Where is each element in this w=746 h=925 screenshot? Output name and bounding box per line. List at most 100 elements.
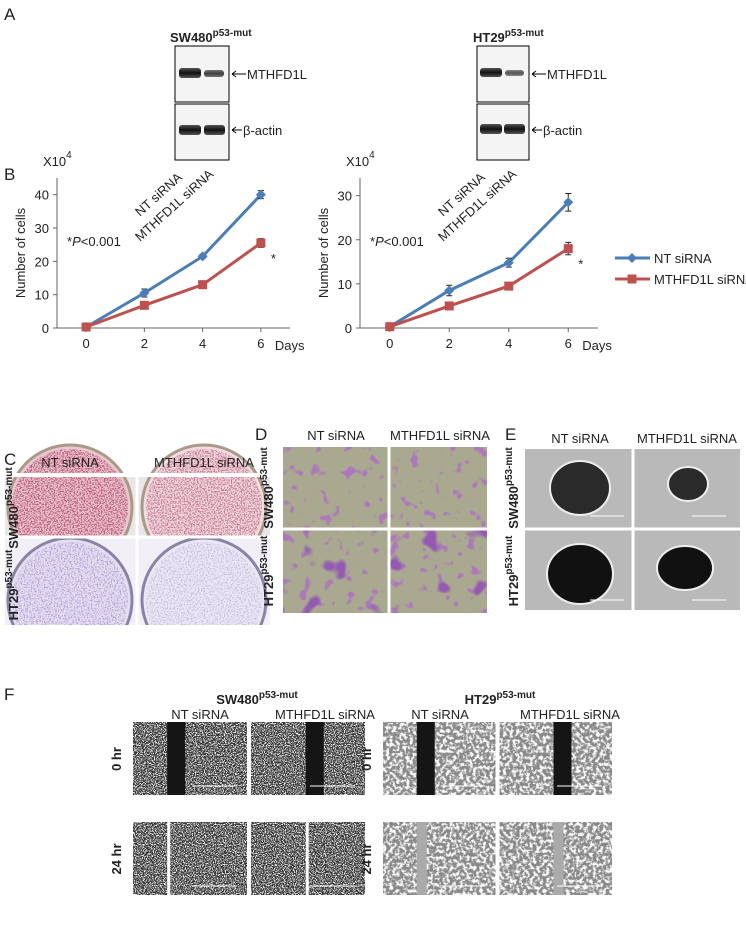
text-part: HT29 [6, 589, 21, 621]
column-label: MTHFD1L siRNA [637, 431, 737, 446]
column-label: MTHFD1L siRNA [390, 428, 490, 443]
y-tick-label: 10 [338, 277, 352, 292]
y-tick-label: 0 [345, 321, 352, 336]
significance-note: *P<0.001 [67, 234, 121, 249]
column-label: MTHFD1L siRNA [275, 707, 375, 722]
row-label: HT29p53-mut [4, 549, 21, 620]
text-part: X10 [43, 154, 66, 169]
y-tick-label: 30 [35, 221, 49, 236]
panel-label: C [4, 450, 16, 469]
text-part: <0.001 [384, 234, 424, 249]
colony-images [0, 443, 280, 665]
legend-label: MTHFD1L siRNA [654, 272, 746, 287]
y-tick-label: 30 [338, 189, 352, 204]
text-part: SW480 [216, 692, 259, 707]
wound-gap [305, 722, 324, 795]
x-axis-label: Days [275, 338, 305, 353]
row-label: SW480p53-mut [504, 447, 521, 529]
band-label: MTHFD1L [247, 67, 307, 82]
text-part: p53-mut [504, 447, 515, 487]
group-title: HT29p53-mut [465, 690, 536, 707]
row-label: 0 hr [359, 747, 374, 771]
text-part: HT29 [506, 575, 521, 607]
text-part: X10 [346, 154, 369, 169]
panel-label: F [4, 685, 14, 704]
text-part: HT29 [261, 575, 276, 607]
row-label: 24 hr [109, 843, 124, 874]
wound-gap [305, 822, 309, 895]
series-line [85, 241, 262, 329]
wound-images [133, 722, 612, 895]
series-line [85, 193, 262, 329]
y-tick-label: 20 [35, 254, 49, 269]
image-texture [133, 722, 247, 795]
text-part: HT29 [465, 692, 497, 707]
image-texture [383, 822, 496, 895]
text-part: * [67, 234, 72, 249]
x-tick-label: 4 [199, 336, 206, 351]
marker [563, 197, 574, 208]
y-tick-label: 20 [338, 233, 352, 248]
series-line [389, 247, 570, 329]
blot: SW480p53-mut MTHFD1L β-actin [170, 28, 307, 161]
cell-line: HT29p53-mut [473, 28, 544, 45]
row-label: HT29p53-mut [504, 535, 521, 606]
x-tick-label: 4 [505, 336, 512, 351]
y-tick-label: 40 [35, 188, 49, 203]
x-tick-label: 0 [83, 336, 90, 351]
y-tick-label: 0 [42, 321, 49, 336]
x-tick-label: 6 [565, 336, 572, 351]
row-label: 0 hr [109, 747, 124, 771]
text-part: <0.001 [81, 234, 121, 249]
row-label: SW480p53-mut [259, 447, 276, 529]
text-part: p53-mut [4, 549, 15, 589]
spheroid-images [525, 449, 740, 610]
marker [139, 288, 150, 298]
group-title: SW480p53-mut [216, 690, 298, 707]
column-label: MTHFD1L siRNA [520, 707, 620, 722]
text-part: SW480 [506, 486, 521, 529]
y-axis-label: Number of cells [316, 207, 331, 298]
row-label: 24 hr [359, 843, 374, 874]
text-part: SW480 [261, 486, 276, 529]
row-label: HT29p53-mut [259, 535, 276, 606]
column-label: NT siRNA [307, 428, 365, 443]
marker [444, 285, 455, 296]
row-label: SW480p53-mut [4, 467, 21, 549]
y-axis-label: Number of cells [13, 207, 28, 298]
marker [563, 244, 573, 254]
marker [197, 251, 208, 262]
significance-marker: * [271, 251, 276, 266]
text-part: p53-mut [4, 467, 15, 507]
text-part: * [370, 234, 375, 249]
cell-line: SW480p53-mut [170, 28, 252, 45]
legend-marker [627, 253, 637, 263]
wound-gap [416, 722, 435, 795]
band-label: β-actin [543, 123, 582, 138]
panel-label: D [255, 425, 267, 444]
marker [139, 300, 149, 310]
significance-marker: * [578, 257, 583, 272]
marker [198, 280, 208, 290]
column-label: NT siRNA [551, 431, 609, 446]
legend-label: NT siRNA [654, 251, 712, 266]
marker [385, 322, 395, 332]
text-part: p53-mut [259, 447, 270, 487]
column-label: MTHFD1L siRNA [154, 455, 254, 470]
marker [504, 281, 514, 291]
image-texture [383, 722, 496, 795]
column-label: NT siRNA [171, 707, 229, 722]
marker [503, 257, 514, 268]
invasion-images [283, 447, 487, 613]
blot: HT29p53-mut MTHFD1L β-actin [473, 28, 607, 161]
y-tick-label: 10 [35, 288, 49, 303]
band-label: β-actin [243, 123, 282, 138]
column-label: NT siRNA [41, 455, 99, 470]
x-tick-label: 2 [446, 336, 453, 351]
image-texture [133, 822, 247, 895]
series-line [388, 201, 570, 328]
marker [255, 189, 266, 200]
significance-note: *P<0.001 [370, 234, 424, 249]
text-part: p53-mut [504, 535, 515, 575]
